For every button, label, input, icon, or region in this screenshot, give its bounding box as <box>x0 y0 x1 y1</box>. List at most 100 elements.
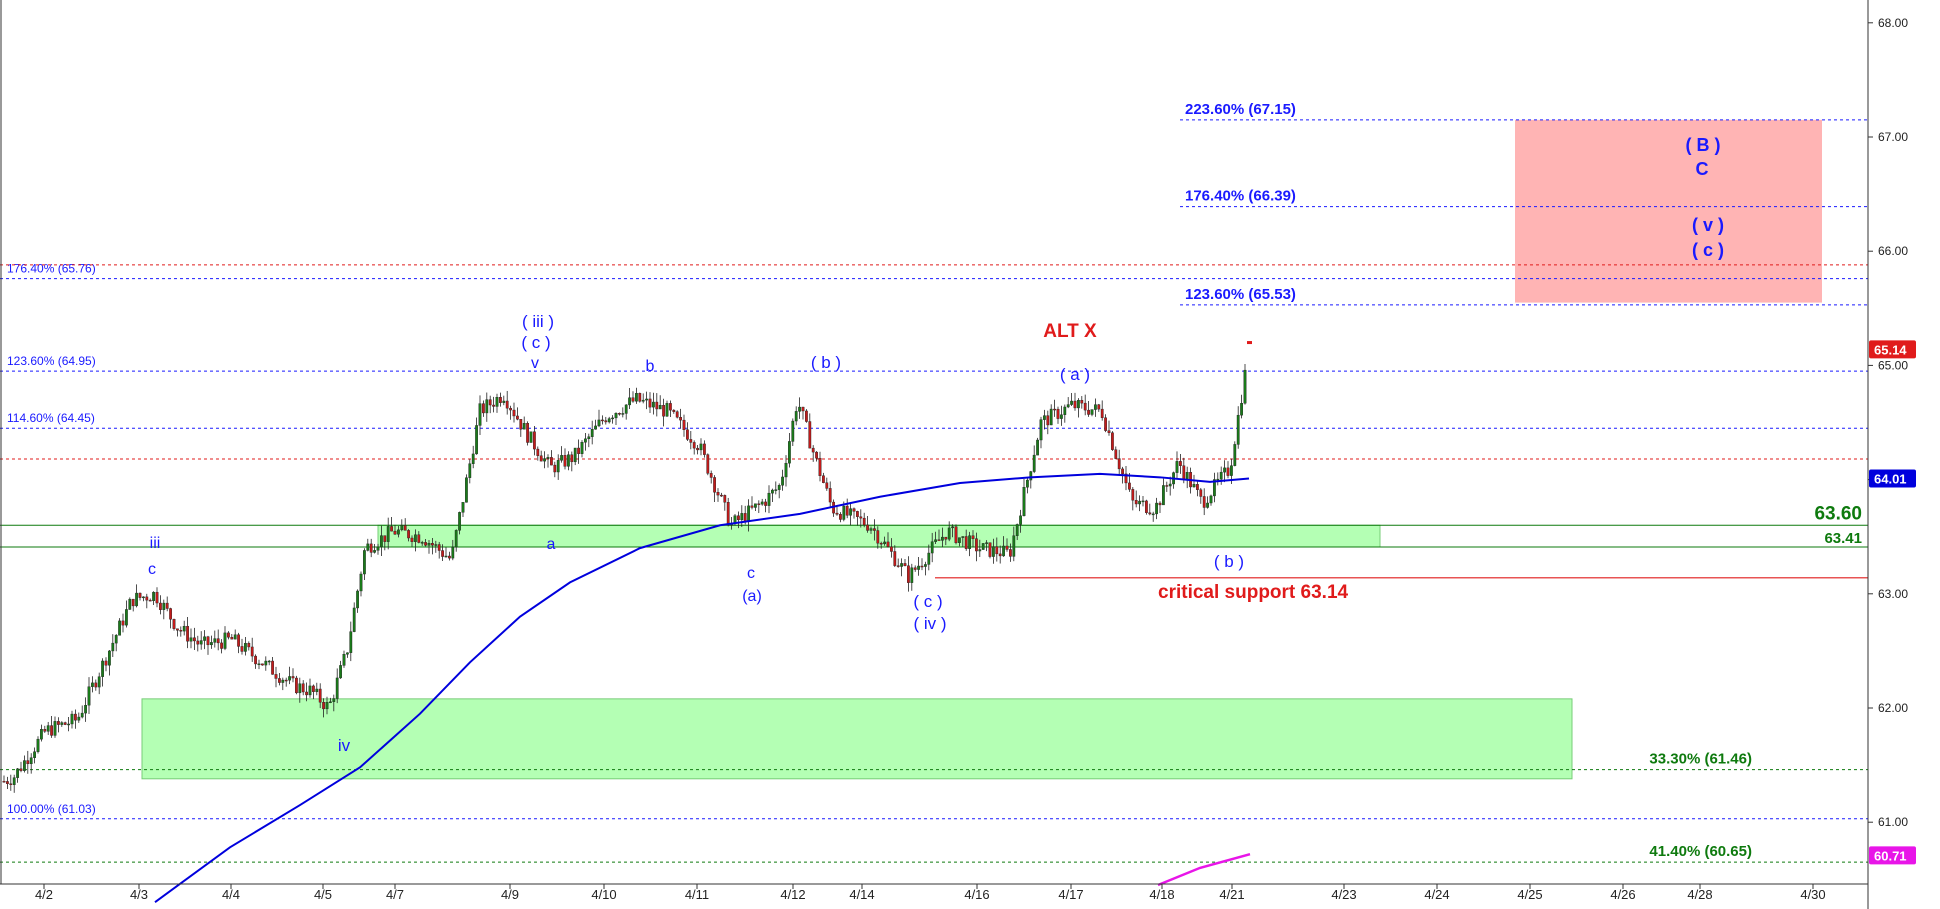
candle-body <box>543 458 547 462</box>
candle-body <box>560 455 564 461</box>
y-tick-label: 61.00 <box>1878 815 1908 829</box>
x-tick-label: 4/23 <box>1331 887 1356 902</box>
moving-average-line <box>154 472 1250 903</box>
candle-body <box>522 423 526 430</box>
wave-label: ( c ) <box>521 333 550 352</box>
wave-label: ( c ) <box>1692 240 1724 260</box>
candle-body <box>322 702 325 710</box>
candle-body <box>1161 485 1165 506</box>
candle-body <box>873 528 876 531</box>
candle-body <box>985 542 989 544</box>
candle-body <box>1229 465 1233 476</box>
candle-body <box>573 447 577 463</box>
candle-body <box>539 455 543 462</box>
candle-body <box>356 590 359 609</box>
candle-body <box>111 642 115 652</box>
candle-body <box>788 441 791 464</box>
target-zone <box>1515 119 1822 303</box>
last-price-tag-bg <box>1869 340 1916 359</box>
x-tick-label: 4/12 <box>780 887 805 902</box>
candle-body <box>658 405 662 410</box>
candle-body <box>2 781 6 783</box>
candle-body <box>155 591 159 604</box>
fib-level-label: 114.60% (64.45) <box>7 411 95 425</box>
candle-body <box>947 527 951 540</box>
fib-level-label: 41.40% (60.65) <box>1649 843 1752 860</box>
candle-body <box>740 513 744 521</box>
candle-body <box>1019 515 1023 525</box>
candle-body <box>1243 369 1247 404</box>
wave-label: iii <box>150 535 161 552</box>
candle-body <box>1005 545 1009 550</box>
candle-body <box>84 705 88 714</box>
candle-body <box>1104 417 1108 431</box>
level-63-60-label: 63.60 <box>1814 503 1862 524</box>
candle-body <box>533 431 536 450</box>
candle-body <box>281 679 285 683</box>
candle-body <box>138 592 142 598</box>
candle-body <box>189 637 193 642</box>
y-tick-label: 63.00 <box>1878 587 1908 601</box>
moving-average-tag-bg <box>1869 469 1916 488</box>
candle-body <box>390 526 393 532</box>
candle-body <box>553 464 557 473</box>
candle-body <box>60 722 64 725</box>
x-tick-label: 4/10 <box>591 887 616 902</box>
candle-body <box>271 660 274 675</box>
candle-body <box>1049 408 1053 426</box>
candle-body <box>754 503 757 508</box>
candle-body <box>124 609 128 626</box>
candle-body <box>291 676 295 679</box>
candle-body <box>944 536 948 540</box>
candle-body <box>961 536 965 538</box>
candle-body <box>594 425 598 430</box>
candle-body <box>811 447 815 453</box>
fib-level-label: 123.60% (65.53) <box>1185 286 1296 303</box>
candle-body <box>101 660 105 677</box>
candle-body <box>247 642 251 648</box>
candle-body <box>114 635 118 644</box>
candle-body <box>471 453 475 464</box>
candle-body <box>828 488 832 503</box>
fib-level-label: 176.40% (66.39) <box>1185 188 1296 205</box>
candle-body <box>815 451 819 459</box>
candle-body <box>5 781 9 784</box>
candle-body <box>26 760 30 765</box>
candle-body <box>614 413 618 419</box>
candle-body <box>12 777 16 785</box>
annotation-layer: iii c iv ( iii ) ( c ) v a b c (a) ( b ) ( c ) ( iv … <box>148 135 1724 755</box>
candle-body <box>335 677 339 699</box>
critical-support-label: critical support 63.14 <box>1158 582 1349 603</box>
candle-body <box>764 501 768 506</box>
candle-body <box>893 551 897 566</box>
candle-body <box>257 663 261 666</box>
candle-body <box>805 410 808 422</box>
candle-body <box>845 505 849 516</box>
candle-body <box>1236 414 1240 445</box>
candle-body <box>441 550 444 557</box>
candle-body <box>580 442 584 454</box>
candle-body <box>1025 479 1029 488</box>
candle-body <box>917 565 921 570</box>
candle-body <box>638 393 642 402</box>
candle-body <box>995 546 999 555</box>
candle-body <box>73 713 77 721</box>
candle-body <box>369 543 373 553</box>
candle-body <box>366 543 370 551</box>
candle-body <box>1165 485 1169 487</box>
candle-body <box>233 634 237 640</box>
candle-body <box>376 546 380 551</box>
candle-body <box>1121 468 1125 475</box>
candle-body <box>444 555 448 558</box>
candle-body <box>220 642 223 649</box>
wave-label: iv <box>338 736 351 755</box>
candle-body <box>975 538 978 552</box>
candle-body <box>427 543 431 546</box>
x-tick-label: 4/2 <box>35 887 53 902</box>
candle-body <box>1056 408 1060 419</box>
candle-body <box>342 654 346 666</box>
candle-body <box>431 543 434 546</box>
candle-body <box>794 411 798 422</box>
x-tick-label: 4/7 <box>386 887 404 902</box>
fib-level-label: 176.40% (65.76) <box>7 262 96 276</box>
